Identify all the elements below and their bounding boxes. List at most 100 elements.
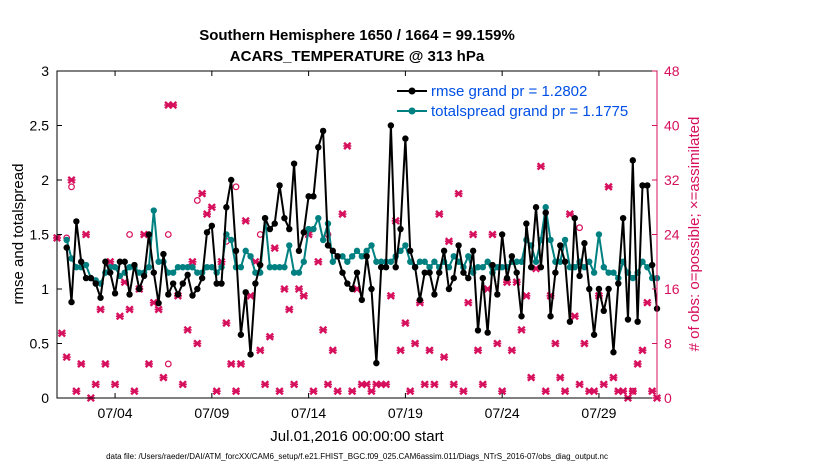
obs-assimilated-point	[314, 257, 323, 266]
obs-assimilated-point	[609, 373, 618, 382]
totalspread-point	[310, 225, 317, 233]
totalspread-point	[518, 258, 525, 265]
totalspread-point	[271, 264, 278, 271]
rmse-point	[305, 193, 312, 200]
obs-assimilated-point	[638, 346, 647, 355]
rmse-point	[513, 269, 520, 276]
obs-assimilated-point	[541, 387, 550, 396]
obs-assimilated-point	[648, 387, 657, 396]
rmse-point	[232, 247, 240, 255]
legend-rmse-marker	[408, 87, 416, 95]
obs-assimilated-point	[386, 291, 395, 300]
rmse-point	[532, 204, 540, 211]
totalspread-point	[300, 258, 307, 265]
obs-assimilated-point	[62, 353, 71, 362]
totalspread-point	[145, 264, 153, 271]
totalspread-point	[610, 269, 617, 276]
obs-assimilated-point	[488, 230, 497, 239]
totalspread-point	[600, 264, 607, 271]
y-right-tick-label: 16	[664, 281, 680, 297]
rmse-point	[266, 225, 274, 233]
obs-assimilated-point	[338, 210, 347, 219]
rmse-point	[73, 218, 80, 225]
obs-assimilated-point	[323, 380, 333, 389]
totalspread-point	[82, 261, 90, 269]
totalspread-point	[465, 253, 472, 260]
obs-possible-point	[164, 360, 172, 368]
obs-assimilated-point	[169, 101, 178, 110]
rmse-point	[271, 220, 278, 227]
rmse-point	[503, 274, 511, 282]
rmse-point	[610, 349, 617, 356]
obs-assimilated-point	[299, 291, 308, 300]
rmse-point	[290, 160, 298, 167]
obs-assimilated-point	[72, 387, 81, 396]
rmse-point	[605, 285, 612, 293]
rmse-point	[82, 274, 90, 282]
totalspread-point	[237, 264, 245, 271]
obs-assimilated-point	[207, 203, 216, 212]
y-axis-right: 0 8 16 24 32 40 48	[652, 63, 680, 406]
rmse-point	[377, 264, 385, 271]
totalspread-point	[315, 214, 322, 222]
obs-assimilated-point	[570, 312, 579, 321]
rmse-point	[576, 272, 583, 280]
totalspread-point	[179, 264, 187, 271]
y-left-tick-label: 0	[41, 390, 49, 406]
obs-assimilated-point	[202, 210, 212, 219]
totalspread-point	[242, 247, 249, 255]
totalspread-point	[281, 264, 288, 271]
obs-assimilated-point	[556, 373, 565, 382]
y-left-tick-label: 2.5	[30, 118, 50, 134]
obs-assimilated-point	[551, 339, 560, 348]
obs-assimilated-point	[449, 380, 458, 389]
totalspread-point	[73, 264, 80, 271]
obs-assimilated-point	[435, 210, 444, 219]
rmse-point	[363, 253, 370, 260]
totalspread-point	[189, 264, 196, 271]
rmse-point	[465, 274, 472, 282]
y-right-tick-label: 48	[664, 63, 680, 79]
rmse-point	[136, 285, 143, 293]
totalspread-point	[208, 264, 216, 271]
rmse-point	[223, 204, 230, 211]
y-left-tick-label: 3	[41, 63, 49, 79]
totalspread-point	[295, 269, 303, 276]
rmse-point	[542, 209, 549, 216]
obs-assimilated-point	[517, 325, 526, 334]
y-left-tick-label: 0.5	[30, 336, 50, 352]
rmse-point	[315, 144, 322, 151]
y-left-tick-label: 1	[41, 281, 49, 297]
totalspread-point	[184, 264, 191, 271]
rmse-point	[111, 290, 119, 297]
totalspread-point	[629, 274, 637, 282]
totalspread-point	[373, 258, 380, 265]
rmse-point	[358, 296, 366, 304]
totalspread-point	[339, 253, 346, 260]
data-file-footer: data file: /Users/raeder/DAI/ATM_forcXX/…	[106, 452, 608, 461]
rmse-point	[407, 247, 414, 255]
rmse-point	[387, 122, 395, 129]
rmse-point	[97, 294, 104, 301]
totalspread-point	[586, 258, 593, 265]
rmse-point	[581, 240, 588, 247]
obs-assimilated-point	[498, 387, 507, 396]
obs-possible-point	[629, 387, 637, 395]
rmse-line	[65, 124, 658, 365]
obs-assimilated-point	[178, 380, 187, 389]
totalspread-point	[590, 269, 598, 276]
totalspread-point	[319, 236, 327, 244]
totalspread-point	[542, 204, 549, 211]
obs-assimilated-point	[619, 387, 628, 396]
obs-assimilated-point	[440, 353, 449, 362]
rmse-point	[600, 307, 607, 314]
obs-possible-point	[68, 183, 75, 191]
obs-assimilated-point	[391, 216, 400, 225]
obs-assimilated-point	[536, 162, 545, 171]
totalspread-point	[286, 242, 293, 249]
x-tick-label: 07/19	[388, 405, 423, 421]
totalspread-point	[111, 264, 119, 271]
rmse-point	[218, 280, 225, 287]
totalspread-point	[290, 269, 298, 276]
y-axis-left: 0 0.5 1 1.5 2 2.5 3	[30, 63, 62, 406]
